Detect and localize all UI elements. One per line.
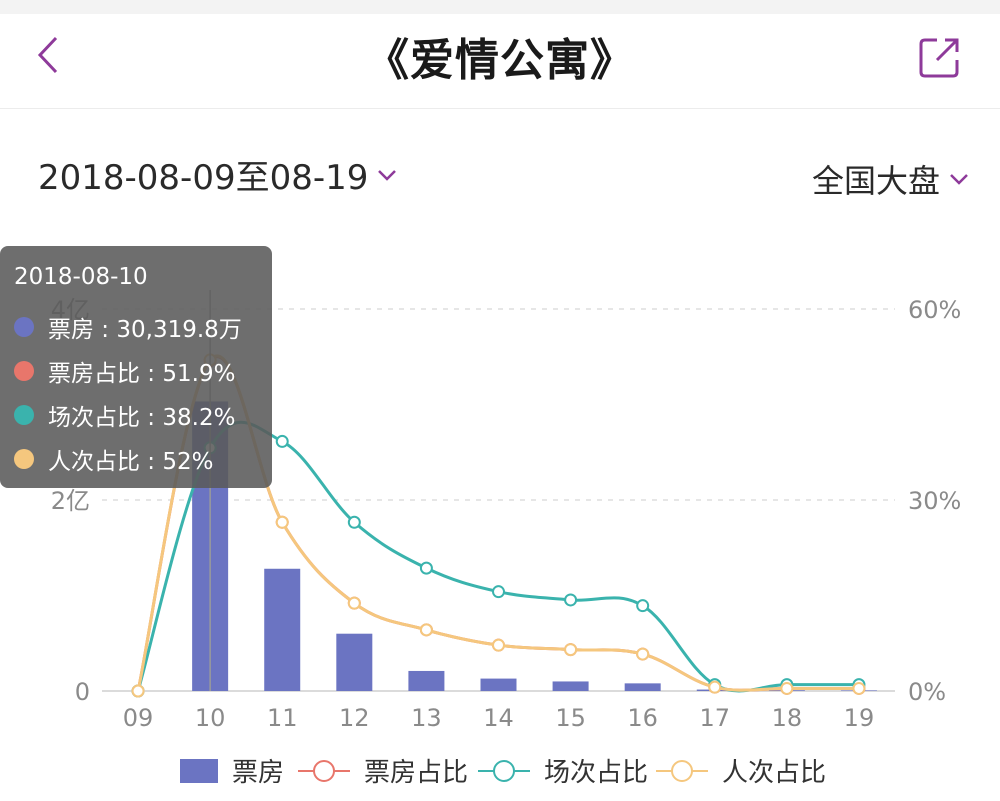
series-point [780, 681, 794, 695]
series-point [636, 599, 650, 613]
x-tick-label: 10 [195, 704, 226, 732]
legend-swatch [656, 759, 708, 783]
tooltip-row-label: 场次占比 : 38.2% [48, 405, 236, 431]
bar [552, 681, 589, 691]
series-point [275, 434, 289, 448]
chart-legend: 票房 票房占比 场次占比 人次占比 [0, 752, 1000, 796]
tooltip-row-label: 票房 : 30,319.8万 [48, 317, 242, 343]
series-point [564, 643, 578, 657]
chevron-down-icon [950, 174, 968, 185]
series-point [347, 596, 361, 610]
legend-label: 场次占比 [544, 758, 649, 788]
tooltip-date: 2018-08-10 [14, 264, 148, 290]
x-tick-label: 12 [339, 704, 370, 732]
y-tick-label-right: 0% [908, 678, 946, 706]
legend-swatch [298, 759, 350, 783]
legend-swatch [478, 759, 530, 783]
tooltip-row-label: 票房占比 : 51.9% [48, 361, 236, 387]
back-button[interactable] [30, 32, 70, 78]
series-point [419, 623, 433, 637]
series-point [131, 684, 145, 698]
legend-label: 票房 [232, 758, 285, 788]
series-point [275, 515, 289, 529]
share-button[interactable] [915, 32, 965, 82]
x-tick-label: 18 [772, 704, 803, 732]
status-strip [0, 0, 1000, 14]
tooltip-row-box-office-share: 票房占比 : 51.9% [14, 354, 235, 388]
share-icon [919, 38, 959, 78]
x-tick-label: 19 [844, 704, 875, 732]
tooltip-row-label: 人次占比 : 52% [48, 449, 214, 475]
series-point [492, 638, 505, 652]
x-tick-label: 13 [411, 704, 442, 732]
y-tick-label-left: 0 [75, 678, 90, 706]
series-point [419, 561, 433, 575]
series-point [636, 647, 650, 661]
bar [264, 568, 301, 691]
tooltip-row-screening-share: 场次占比 : 38.2% [14, 398, 235, 432]
x-tick-label: 09 [123, 704, 154, 732]
x-tick-label: 17 [699, 704, 730, 732]
chevron-down-icon [378, 169, 397, 181]
x-tick-label: 11 [267, 704, 298, 732]
x-tick-label: 14 [483, 704, 514, 732]
bar [408, 670, 445, 691]
tooltip-row-box-office: 票房 : 30,319.8万 [14, 310, 242, 344]
legend-item-admission-share[interactable]: 人次占比 [656, 752, 826, 789]
y-tick-label-right: 30% [908, 487, 961, 515]
x-tick-label: 16 [627, 704, 658, 732]
region-label: 全国大盘 [811, 162, 940, 200]
chevron-left-icon [37, 36, 58, 74]
y-tick-label-left: 2亿 [51, 487, 90, 515]
date-range-label: 2018-08-09至08-19 [38, 158, 369, 198]
legend-label: 人次占比 [722, 758, 827, 788]
tooltip-dot [14, 449, 34, 469]
series-point [564, 593, 578, 607]
tooltip-row-admission-share: 人次占比 : 52% [14, 442, 214, 476]
bar [480, 678, 517, 691]
bar [624, 683, 661, 691]
legend-label: 票房占比 [364, 758, 469, 788]
bar [336, 633, 373, 691]
legend-item-screening-share[interactable]: 场次占比 [478, 752, 648, 789]
series-point [347, 515, 361, 529]
legend-item-box-office[interactable]: 票房 [180, 752, 284, 789]
tooltip-dot [14, 405, 34, 425]
series-point [708, 680, 722, 694]
legend-item-box-office-share[interactable]: 票房占比 [298, 752, 468, 789]
tooltip-dot [14, 317, 34, 337]
y-tick-label-right: 60% [908, 296, 961, 324]
tooltip-dot [14, 361, 34, 381]
date-range-selector[interactable]: 2018-08-09至08-19 [38, 150, 398, 199]
chart-tooltip: 2018-08-10 票房 : 30,319.8万 票房占比 : 51.9% 场… [0, 246, 272, 488]
x-tick-label: 15 [555, 704, 586, 732]
series-point [492, 585, 505, 599]
top-bar: 《爱情公寓》 [0, 0, 1000, 109]
legend-swatch [180, 758, 218, 783]
series-point [852, 681, 866, 695]
page-title: 《爱情公寓》 [365, 35, 635, 86]
region-selector[interactable]: 全国大盘 [812, 156, 970, 202]
